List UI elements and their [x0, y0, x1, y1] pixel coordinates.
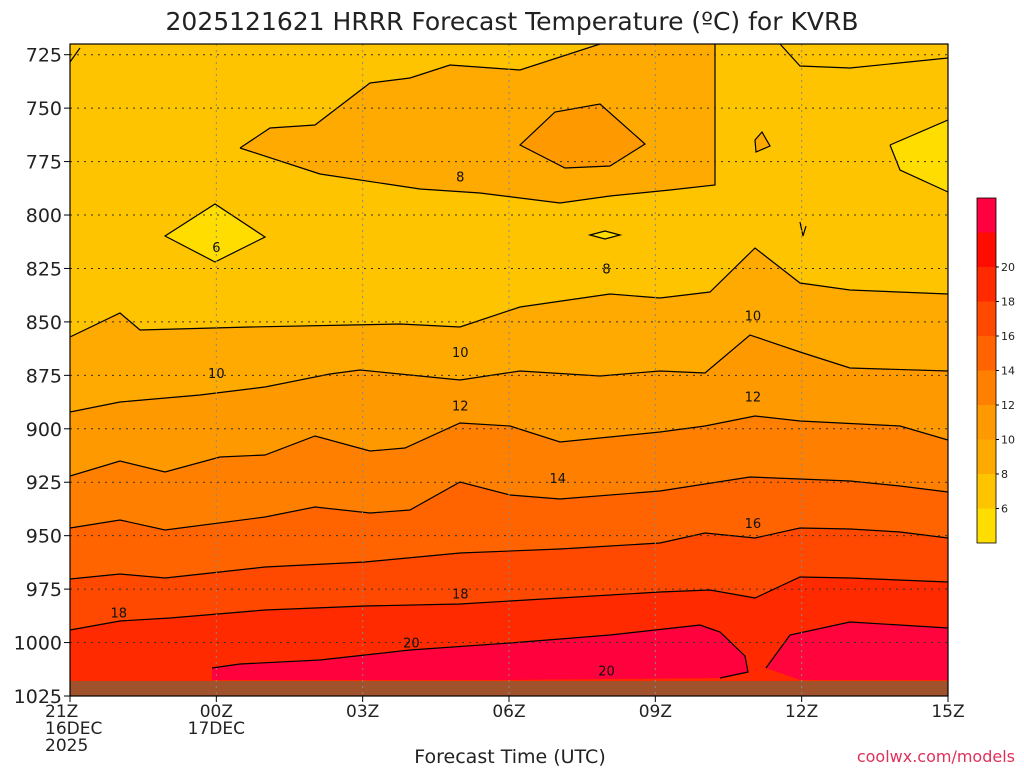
colorbar-segment: [977, 474, 996, 509]
credit-text: coolwx.com/models: [857, 747, 1015, 766]
cold-pocket-6a: [165, 204, 265, 262]
colorbar-label: 8: [1001, 468, 1008, 481]
warm-pocket-10: [520, 104, 645, 168]
x-tick-label: 00Z: [200, 702, 233, 722]
contour-label: 18: [452, 587, 469, 602]
contour-label: 10: [452, 346, 469, 361]
y-tick-label: 925: [26, 472, 62, 494]
colorbar-label: 14: [1001, 365, 1015, 378]
colorbar-segment: [977, 336, 996, 371]
band-22c: [766, 622, 948, 680]
contour-label: 20: [403, 637, 420, 652]
colorbar-segment: [977, 198, 996, 233]
colorbar-segment: [977, 405, 996, 440]
colorbar-label: 10: [1001, 434, 1015, 447]
ground-strip: [70, 681, 948, 696]
y-tick-label: 800: [26, 205, 62, 227]
contour-labels: 8 6 8 10 10 10 12 12 14 16 18 18 20 20: [111, 171, 762, 680]
colorbar-label: 20: [1001, 261, 1015, 274]
cold-pocket-6b: [890, 120, 948, 192]
colorbar-segment: [977, 301, 996, 336]
y-tick-label: 725: [26, 45, 62, 67]
y-tick-label: 825: [26, 258, 62, 280]
grid-lines: [70, 44, 948, 696]
colorbar-label: 12: [1001, 399, 1015, 412]
y-tick-label: 775: [26, 152, 62, 174]
contour-label: 14: [550, 472, 567, 487]
plot-area: 8 6 8 10 10 10 12 12 14 16 18 18 20 20: [70, 44, 948, 696]
y-axis: 725 750 775 800 825 850 875 900 925 950 975 1000 102…: [14, 45, 70, 708]
x-tick-label: 17DEC: [188, 719, 245, 739]
contour-label: 16: [745, 517, 762, 532]
x-tick-label: 16DEC: [45, 719, 102, 739]
y-tick-label: 875: [26, 365, 62, 387]
colorbar-segment: [977, 439, 996, 474]
x-tick-label: 2025: [45, 736, 88, 756]
chart-title: 2025121621 HRRR Forecast Temperature (ºC…: [166, 7, 859, 36]
colorbar-label: 16: [1001, 330, 1015, 343]
contour-label: 10: [745, 309, 762, 324]
y-tick-label: 750: [26, 98, 62, 120]
x-tick-label: 12Z: [785, 702, 818, 722]
colorbar-segment: [977, 232, 996, 267]
colorbar-segment: [977, 267, 996, 302]
x-tick-label: 21Z: [45, 702, 78, 722]
x-tick-label: 09Z: [639, 702, 672, 722]
y-tick-label: 850: [26, 312, 62, 334]
colorbar-segment: [977, 370, 996, 405]
colorbar: 6 8 10 12 14 16 18 20: [976, 197, 1015, 544]
contour-label: 6: [212, 241, 220, 256]
colorbar-label: 18: [1001, 296, 1015, 309]
y-tick-label: 975: [26, 579, 62, 601]
x-tick-label: 15Z: [931, 702, 964, 722]
y-tick-label: 900: [26, 419, 62, 441]
contour-label: 10: [208, 367, 225, 382]
y-tick-label: 950: [26, 526, 62, 548]
x-tick-label: 03Z: [346, 702, 379, 722]
contour-label: 8: [456, 171, 464, 186]
contour-label: 20: [598, 664, 615, 679]
x-tick-label: 06Z: [492, 702, 525, 722]
colorbar-segment: [977, 508, 996, 543]
contour-label: 12: [452, 399, 469, 414]
y-tick-label: 1000: [14, 633, 62, 655]
contour-label: 8: [602, 262, 610, 277]
y-tick-label: 1025: [14, 686, 62, 708]
contour-label: 12: [745, 391, 762, 406]
x-axis-label: Forecast Time (UTC): [414, 746, 605, 768]
contour-label: 18: [111, 607, 128, 622]
colorbar-label: 6: [1001, 503, 1008, 516]
band-22b: [212, 625, 748, 680]
